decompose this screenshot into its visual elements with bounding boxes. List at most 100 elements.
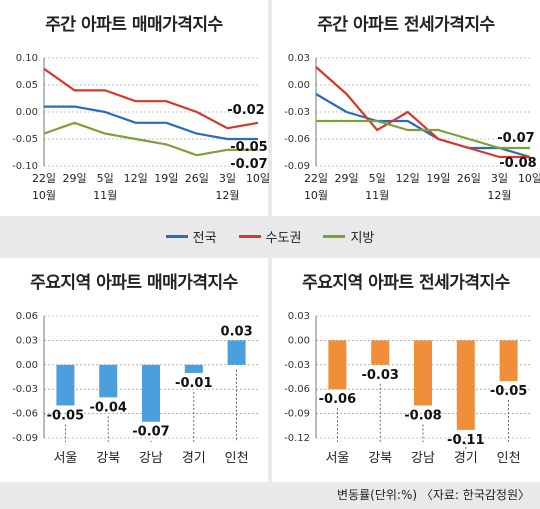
bar-강북	[99, 364, 118, 398]
y-tick-label: 0.10	[16, 53, 38, 64]
x-tick-label: 12일	[124, 171, 148, 185]
bar-value-label: -0.04	[89, 400, 126, 415]
x-tick-label: 29일	[63, 171, 87, 185]
y-tick-label: -0.09	[284, 161, 310, 172]
bar-경기	[184, 364, 203, 373]
chart-panel-weekly-sale: 주간 아파트 매매가격지수 0.10 0.05 0.00 -0.05 -0.10 22일 1…	[0, 0, 270, 216]
x-category-label: 경기	[182, 451, 206, 466]
x-category-label: 서울	[53, 451, 77, 466]
legend: 전국 수도권 지방	[0, 216, 540, 256]
bar-value-label: -0.01	[175, 376, 212, 391]
chart-title: 주요지역 아파트 전세가격지수	[302, 273, 510, 293]
x-category-label: 경기	[454, 451, 478, 466]
legend-item-수도권: 수도권	[238, 227, 302, 246]
bar-서울	[328, 340, 347, 390]
y-tick-label: -0.06	[284, 134, 310, 145]
legend-swatch	[238, 234, 261, 238]
x-tick-label: 5일	[369, 171, 386, 185]
bar-value-label: -0.07	[132, 425, 169, 440]
y-tick-label: -0.09	[284, 409, 310, 420]
bar-경기	[456, 340, 475, 430]
x-category-label: 인천	[225, 451, 249, 466]
y-tick-label: -0.12	[284, 433, 310, 444]
bar-chart-region-sale: 0.06 0.03 0.00 -0.03 -0.06 -0.09 -0.05 서울 -0.04 강…	[12, 311, 258, 466]
legend-swatch	[323, 234, 346, 238]
x-category-label: 강북	[96, 451, 120, 466]
legend-label: 지방	[350, 230, 375, 246]
x-tick-label: 26일	[185, 171, 209, 185]
chart-panel-region-sale: 주요지역 아파트 매매가격지수 0.06 0.03 0.00 -0.03 -0.06 -0…	[0, 258, 268, 482]
x-tick-label: 12일	[396, 171, 420, 185]
x-tick-label: 22일	[32, 171, 56, 185]
bar-서울	[56, 364, 75, 406]
legend-label: 전국	[192, 230, 217, 246]
footer-source: 변동률(단위:%) 〈자료: 한국감정원〉	[337, 488, 530, 502]
end-data-label: -0.02	[227, 103, 264, 118]
legend-label: 수도권	[265, 230, 302, 246]
series-line-전국	[44, 105, 258, 141]
bar-value-label: -0.03	[361, 368, 398, 383]
y-tick-label: 0.03	[288, 311, 310, 322]
y-tick-label: -0.05	[12, 134, 38, 145]
bar-인천	[499, 340, 518, 382]
y-tick-label: -0.10	[12, 161, 38, 172]
x-tick-label: 10일	[246, 171, 270, 185]
x-tick-label: 10일	[518, 171, 540, 185]
bar-value-label: -0.05	[47, 408, 84, 423]
end-data-label: -0.07	[497, 131, 534, 146]
x-tick-label: 26일	[457, 171, 481, 185]
x-tick-label: 12월	[215, 189, 239, 202]
y-tick-label: 0.03	[288, 53, 310, 64]
y-tick-label: 0.00	[288, 335, 310, 346]
y-tick-label: -0.03	[284, 360, 310, 371]
x-category-label: 강남	[139, 451, 163, 466]
chart-panel-region-jeonse: 주요지역 아파트 전세가격지수 0.03 0.00 -0.03 -0.06 -0.09-…	[272, 258, 540, 482]
y-tick-label: -0.09	[12, 433, 38, 444]
x-tick-label: 22일	[304, 171, 328, 185]
y-tick-label: 0.00	[16, 107, 38, 118]
bar-value-label: -0.06	[319, 392, 356, 407]
x-tick-label: 12월	[487, 189, 511, 202]
legend-swatch	[165, 234, 188, 238]
y-tick-label: -0.03	[12, 384, 38, 395]
y-tick-label: -0.06	[12, 409, 38, 420]
bar-강남	[142, 364, 160, 422]
bar-인천	[227, 340, 246, 365]
bar-강북	[371, 340, 390, 365]
bar-강남	[414, 340, 432, 406]
x-category-label: 강북	[368, 451, 392, 466]
end-data-label: -0.07	[230, 157, 267, 172]
end-data-label: -0.05	[230, 140, 267, 155]
y-tick-label: 0.00	[288, 80, 310, 91]
series-line-수도권	[43, 67, 259, 130]
legend-item-전국: 전국	[165, 227, 217, 246]
x-category-label: 서울	[325, 451, 349, 466]
x-tick-label: 10월	[32, 189, 56, 202]
bar-value-label: -0.11	[447, 433, 484, 448]
x-category-label: 강남	[411, 451, 435, 466]
x-tick-label: 3일	[491, 171, 508, 185]
x-category-label: 인천	[497, 451, 521, 466]
chart-title: 주간 아파트 매매가격지수	[45, 15, 223, 35]
bar-value-label: -0.05	[490, 384, 527, 399]
end-data-label: -0.08	[499, 156, 536, 171]
bar-value-label: -0.08	[404, 408, 441, 423]
y-tick-label: 0.03	[16, 335, 38, 346]
y-tick-label: 0.06	[16, 311, 38, 322]
chart-panel-weekly-jeonse: 주간 아파트 전세가격지수 0.03 0.00 -0.03 -0.06 -0.09 22일…	[272, 0, 540, 216]
legend-item-지방: 지방	[323, 227, 374, 246]
series-line-수도권	[315, 66, 530, 159]
chart-title: 주요지역 아파트 매매가격지수	[30, 273, 238, 293]
x-tick-label: 19일	[426, 171, 450, 185]
x-tick-label: 11월	[93, 189, 117, 202]
y-tick-label: -0.06	[284, 384, 310, 395]
x-tick-label: 3일	[219, 171, 236, 185]
y-tick-label: 0.05	[16, 80, 38, 91]
y-tick-label: -0.03	[284, 107, 310, 118]
x-tick-label: 10월	[304, 189, 328, 202]
bar-chart-region-jeonse: 0.03 0.00 -0.03 -0.06 -0.09 -0.12 -0.06 서울 -0.03…	[284, 311, 530, 466]
x-tick-label: 29일	[335, 171, 359, 185]
bar-value-label: 0.03	[221, 324, 253, 339]
